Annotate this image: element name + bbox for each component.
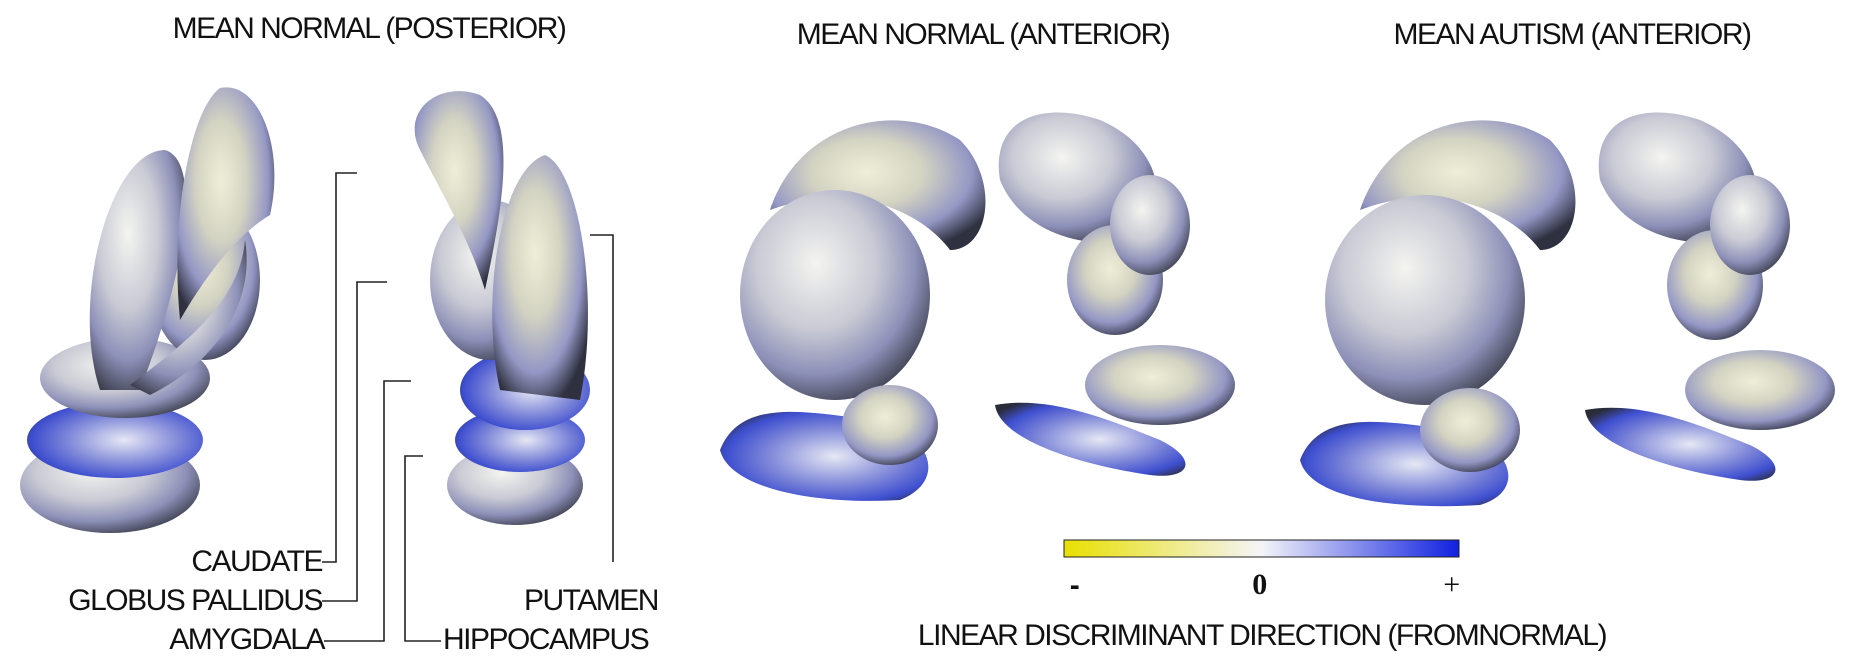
panel-title: MEAN NORMAL (POSTERIOR) xyxy=(173,12,566,45)
panel-title: MEAN AUTISM (ANTERIOR) xyxy=(1393,18,1751,51)
shape-rendering xyxy=(720,113,1235,501)
shape-rendering xyxy=(20,87,274,533)
structure-label: AMYGDALA xyxy=(169,623,325,656)
colorbar xyxy=(1064,540,1459,557)
leader-line xyxy=(405,456,441,641)
colorbar-label: + xyxy=(1443,568,1459,601)
structure-label: HIPPOCAMPUS xyxy=(443,623,649,656)
colorbar-title: LINEAR DISCRIMINANT DIRECTION (FROMNORMA… xyxy=(918,619,1607,652)
shape-rendering xyxy=(415,91,590,525)
structure-label: GLOBUS PALLIDUS xyxy=(68,584,322,617)
colorbar-label: 0 xyxy=(1252,568,1266,601)
panel-title: MEAN NORMAL (ANTERIOR) xyxy=(797,18,1170,51)
leader-line xyxy=(322,282,387,601)
leader-line xyxy=(590,235,613,562)
shape-rendering xyxy=(1300,113,1835,507)
figure: MEAN NORMAL (POSTERIOR) MEAN NORMAL (ANT… xyxy=(0,0,1868,657)
leader-line xyxy=(322,173,357,562)
leader-line xyxy=(324,381,411,641)
colorbar-label: - xyxy=(1070,569,1079,602)
structure-label: PUTAMEN xyxy=(524,584,658,617)
structure-label: CAUDATE xyxy=(191,545,322,578)
